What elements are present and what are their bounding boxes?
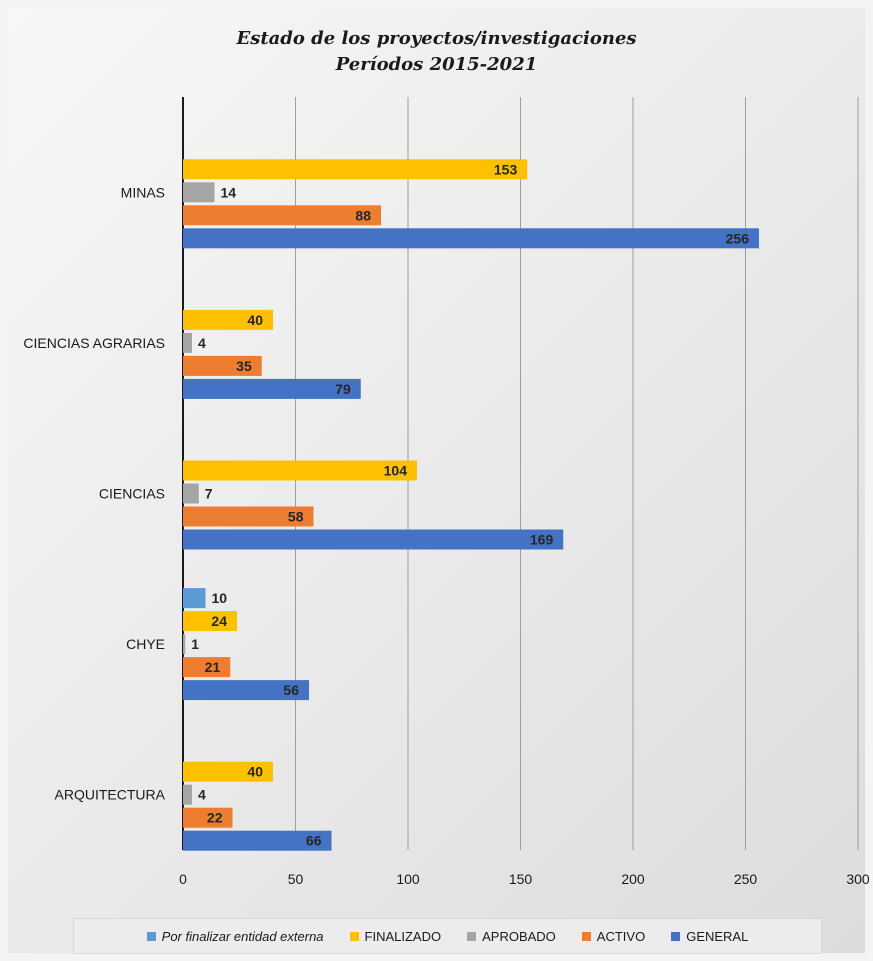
legend-item: APROBADO xyxy=(467,929,556,944)
legend-label: ACTIVO xyxy=(596,928,646,944)
data-label: 1 xyxy=(191,636,199,652)
bar xyxy=(183,205,381,226)
legend-swatch xyxy=(581,931,591,941)
x-tick-label: 200 xyxy=(621,871,645,887)
x-tick-label: 300 xyxy=(846,871,870,887)
bar xyxy=(183,680,309,701)
x-tick-label: 250 xyxy=(734,871,758,887)
data-label: 4 xyxy=(198,335,206,351)
data-label: 66 xyxy=(306,833,322,849)
legend-item: ACTIVO xyxy=(581,928,646,944)
bar xyxy=(183,483,199,504)
bar xyxy=(183,588,206,609)
legend-item: GENERAL xyxy=(671,929,748,944)
chart-title-line1: Estado de los proyectos/investigaciones xyxy=(236,28,637,49)
x-tick-label: 100 xyxy=(396,871,420,887)
data-label: 35 xyxy=(236,358,252,374)
legend-item: Por finalizar entidad externa xyxy=(146,928,324,944)
legend-item: FINALIZADO xyxy=(349,928,442,944)
bar xyxy=(183,355,262,376)
x-tick-label: 50 xyxy=(288,871,304,887)
bar xyxy=(183,657,231,678)
data-label: 14 xyxy=(221,184,237,200)
data-label: 58 xyxy=(288,509,304,525)
legend-label: Por finalizar entidad externa xyxy=(161,928,324,944)
bar xyxy=(183,807,233,828)
x-tick-label: 150 xyxy=(509,871,533,887)
legend-swatch xyxy=(671,931,681,941)
bar xyxy=(183,784,192,805)
bar xyxy=(183,228,759,249)
data-label: 79 xyxy=(335,381,351,397)
bar xyxy=(183,611,237,632)
data-label: 7 xyxy=(205,486,213,502)
bar xyxy=(183,529,564,550)
bar xyxy=(183,761,273,782)
category-label: CHYE xyxy=(126,636,165,652)
chart-title: Estado de los proyectos/investigaciones … xyxy=(0,26,873,78)
data-label: 24 xyxy=(211,613,227,629)
bar xyxy=(183,634,186,655)
bar xyxy=(183,830,332,851)
chart-title-line2: Períodos 2015-2021 xyxy=(335,54,538,75)
data-label: 88 xyxy=(355,207,371,223)
legend-swatch xyxy=(349,931,359,941)
bar xyxy=(183,506,314,527)
data-label: 21 xyxy=(205,659,221,675)
data-label: 256 xyxy=(726,230,750,246)
data-label: 4 xyxy=(198,787,206,803)
data-label: 40 xyxy=(247,764,263,780)
category-label: CIENCIAS AGRARIAS xyxy=(23,335,165,351)
data-label: 104 xyxy=(384,463,408,479)
legend-label: GENERAL xyxy=(686,928,749,944)
category-label: ARQUITECTURA xyxy=(55,787,166,803)
bar xyxy=(183,332,192,353)
category-label: MINAS xyxy=(121,184,165,200)
legend-label: FINALIZADO xyxy=(364,928,442,944)
data-label: 10 xyxy=(212,590,228,606)
chart-legend: Por finalizar entidad externa FINALIZADO A… xyxy=(73,918,822,954)
bar xyxy=(183,182,215,203)
bar xyxy=(183,378,361,399)
legend-swatch xyxy=(146,931,156,941)
data-label: 22 xyxy=(207,810,223,826)
legend-swatch xyxy=(467,931,477,941)
bar xyxy=(183,460,417,481)
data-label: 153 xyxy=(494,161,518,177)
legend-label: APROBADO xyxy=(482,928,556,944)
bar xyxy=(183,309,273,330)
x-tick-label: 0 xyxy=(179,871,187,887)
category-label: CIENCIAS xyxy=(99,486,165,502)
data-label: 40 xyxy=(247,312,263,328)
data-label: 56 xyxy=(283,682,299,698)
bar xyxy=(183,159,528,180)
data-label: 169 xyxy=(530,532,554,548)
